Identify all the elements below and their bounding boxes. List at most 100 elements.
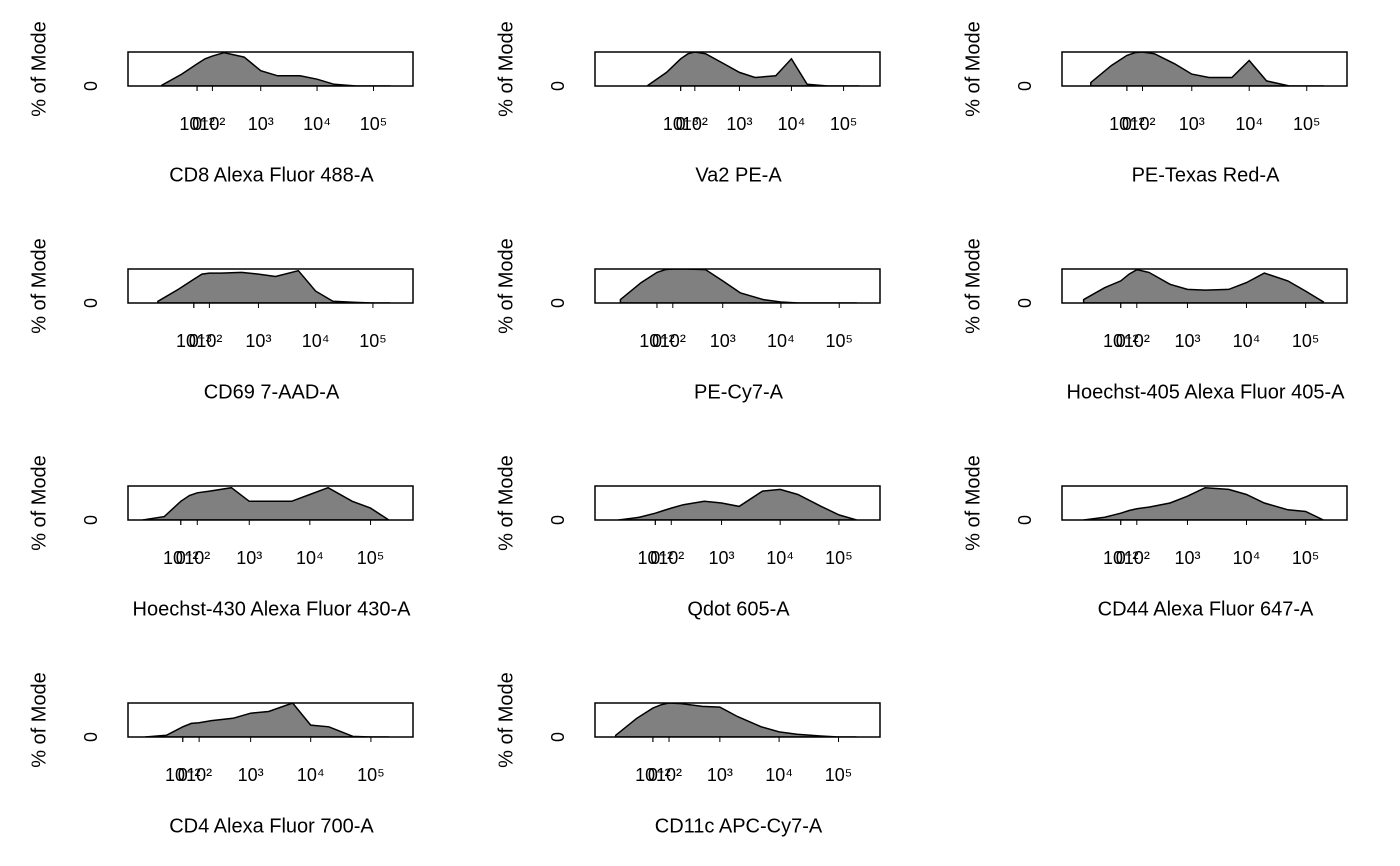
x-tick-label: 10⁴ [303, 114, 331, 134]
x-tick-label: 10³ [236, 548, 262, 568]
x-tick-label: 0 [652, 331, 662, 351]
x-tick-label: 10⁵ [357, 548, 384, 568]
plot-border [594, 485, 881, 521]
x-tick-label: 10³ [245, 331, 271, 351]
x-axis-label: Qdot 605-A [687, 598, 790, 620]
density-area [142, 486, 391, 520]
x-tick-label: 0 [189, 331, 199, 351]
x-tick-label: 10² [682, 114, 708, 134]
x-tick-label: 10⁻² [1103, 548, 1139, 568]
y-tick-label: 0 [548, 81, 568, 91]
x-tick-label: 10⁵ [357, 765, 384, 785]
x-tick-label: 10² [1130, 114, 1156, 134]
x-tick-label: 10⁴ [778, 114, 806, 134]
density-area [647, 52, 860, 86]
x-tick-label: 10² [656, 765, 682, 785]
x-tick-label: 10⁴ [302, 331, 330, 351]
y-tick-label: 0 [548, 298, 568, 308]
x-tick-label: 10⁵ [1293, 114, 1320, 134]
density-area [1083, 486, 1324, 520]
x-tick-label: 10⁵ [360, 114, 387, 134]
x-tick-label: 10² [184, 548, 210, 568]
x-tick-label: 0 [650, 548, 660, 568]
x-tick-label: 10⁴ [766, 548, 794, 568]
x-tick-label: 10⁴ [297, 765, 325, 785]
x-tick-label: 10³ [710, 331, 736, 351]
x-tick-label: 0 [178, 765, 188, 785]
x-tick-label: 10⁻³ [663, 114, 699, 134]
x-tick-label: 0 [1116, 548, 1126, 568]
density-area [1082, 269, 1325, 303]
x-axis-label: CD44 Alexa Fluor 647-A [1098, 598, 1314, 620]
x-tick-label: 10² [199, 114, 225, 134]
x-axis-label: PE-Texas Red-A [1132, 164, 1280, 186]
x-tick-label: 0 [176, 548, 186, 568]
x-tick-label: 10⁵ [825, 765, 852, 785]
y-axis-label: % of Mode [495, 672, 517, 768]
y-axis-label: % of Mode [962, 21, 984, 117]
x-tick-label: 10³ [1174, 331, 1200, 351]
y-axis-label: % of Mode [495, 455, 517, 551]
x-tick-label: 10⁵ [1292, 548, 1319, 568]
x-axis-label: CD69 7-AAD-A [204, 381, 340, 403]
y-tick-label: 0 [548, 515, 568, 525]
x-tick-label: 10² [660, 331, 686, 351]
density-area [619, 269, 857, 303]
x-tick-label: 0 [1122, 114, 1132, 134]
y-axis-label: % of Mode [28, 672, 50, 768]
density-area [160, 52, 391, 86]
plot-border [127, 485, 414, 521]
y-tick-label: 0 [81, 298, 101, 308]
density-area [618, 488, 857, 520]
x-tick-label: 10⁵ [1292, 331, 1319, 351]
x-tick-label: 10² [1124, 548, 1150, 568]
x-tick-label: 10⁻² [1103, 331, 1139, 351]
x-tick-label: 10⁻² [163, 548, 199, 568]
x-axis-label: Hoechst-430 Alexa Fluor 430-A [133, 598, 412, 620]
x-tick-label: 10³ [709, 548, 735, 568]
x-tick-label: 10⁵ [359, 331, 386, 351]
y-axis-label: % of Mode [28, 455, 50, 551]
x-tick-label: 10² [1124, 331, 1150, 351]
x-tick-label: 10³ [1179, 114, 1205, 134]
x-tick-label: 10⁻² [165, 765, 201, 785]
plot-border [1061, 268, 1348, 304]
x-tick-label: 10⁻² [1109, 114, 1145, 134]
x-tick-label: 0 [676, 114, 686, 134]
x-tick-label: 10⁻² [638, 548, 674, 568]
y-axis-label: % of Mode [28, 21, 50, 117]
plot-border [1061, 485, 1348, 521]
x-axis-label: CD11c APC-Cy7-A [655, 815, 823, 837]
x-tick-label: 10³ [707, 765, 733, 785]
x-tick-label: 10³ [1174, 548, 1200, 568]
plot-border [594, 268, 881, 304]
x-axis-label: PE-Cy7-A [694, 381, 784, 403]
y-tick-label: 0 [1015, 515, 1035, 525]
x-tick-label: 10² [658, 548, 684, 568]
x-tick-label: 10² [196, 331, 222, 351]
x-axis-label: CD8 Alexa Fluor 488-A [169, 164, 374, 186]
x-tick-label: 10⁻² [639, 331, 675, 351]
x-tick-label: 10³ [248, 114, 274, 134]
x-tick-label: 10⁴ [1233, 331, 1261, 351]
x-tick-label: 10⁴ [296, 548, 324, 568]
x-tick-label: 10⁻² [179, 114, 215, 134]
y-axis-label: % of Mode [495, 238, 517, 334]
y-axis-label: % of Mode [28, 238, 50, 334]
plot-border [594, 702, 881, 738]
plot-border [127, 268, 414, 304]
plot-border [1061, 51, 1348, 87]
x-tick-label: 10⁴ [765, 765, 793, 785]
x-axis-label: Va2 PE-A [695, 164, 782, 186]
x-tick-label: 10⁵ [830, 114, 857, 134]
x-axis-label: CD4 Alexa Fluor 700-A [169, 815, 374, 837]
x-tick-label: 10⁵ [825, 548, 852, 568]
x-tick-label: 10³ [726, 114, 752, 134]
x-tick-label: 0 [648, 765, 658, 785]
x-tick-label: 10⁻³ [176, 331, 212, 351]
y-axis-label: % of Mode [495, 21, 517, 117]
x-tick-label: 10⁵ [825, 331, 852, 351]
x-tick-label: 10⁴ [1233, 548, 1261, 568]
y-tick-label: 0 [81, 515, 101, 525]
